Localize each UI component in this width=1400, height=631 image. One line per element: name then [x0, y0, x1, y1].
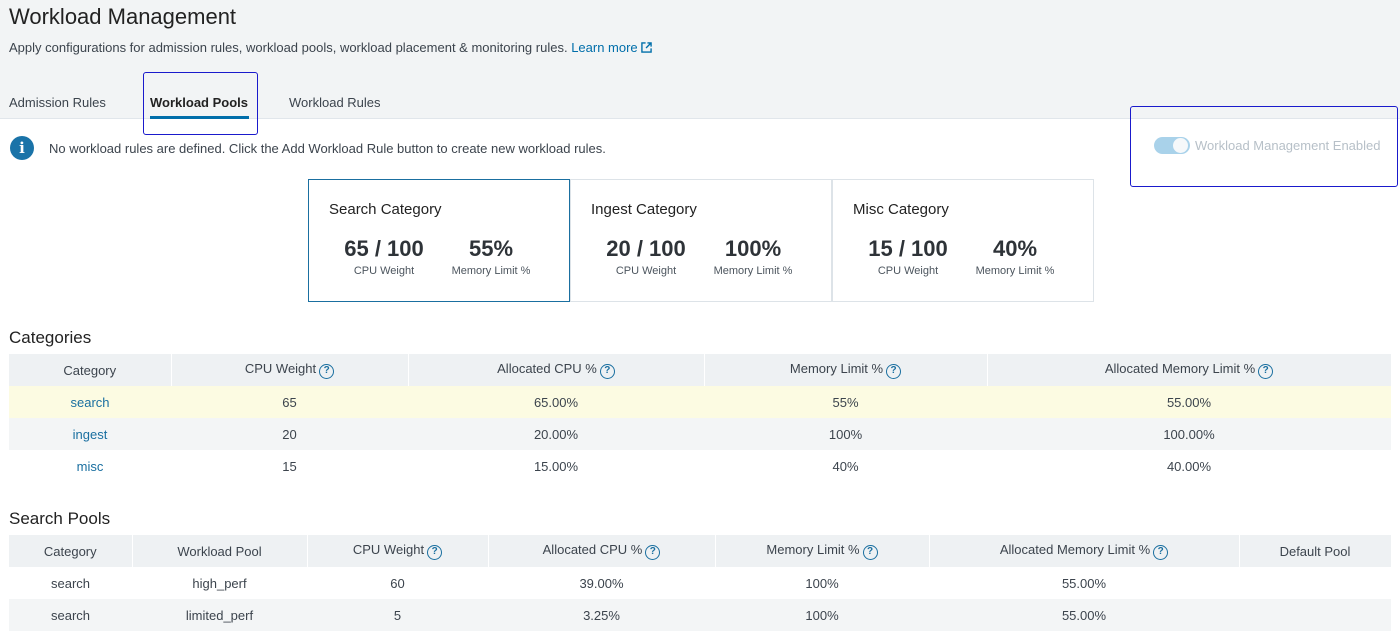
- table-cell: 3.25%: [488, 599, 715, 631]
- table-cell: 40.00%: [1166, 458, 1212, 474]
- cpu-value: 15 / 100: [868, 236, 948, 261]
- external-link-icon: [640, 42, 652, 53]
- card-search-category[interactable]: Search Category 65 / 100 CPU Weight 55% …: [308, 179, 570, 302]
- info-message: No workload rules are defined. Click the…: [49, 141, 606, 156]
- table-cell: 55.00%: [929, 599, 1239, 631]
- col-header-allocated-memory: Allocated Memory Limit %?: [987, 354, 1392, 386]
- table-cell: 5: [307, 599, 488, 631]
- table-cell: 20: [171, 418, 408, 450]
- card-mem-metric: 100% Memory Limit %: [707, 236, 799, 277]
- search-pools-title: Search Pools: [9, 509, 111, 528]
- table-cell: high_perf: [192, 575, 247, 591]
- cpu-value: 20 / 100: [606, 236, 686, 261]
- table-cell: 100%: [805, 575, 839, 591]
- table-cell: 15: [282, 458, 297, 474]
- mem-value: 55%: [468, 236, 514, 261]
- cpu-label: CPU Weight: [877, 265, 939, 277]
- tab-workload-rules[interactable]: Workload Rules: [289, 95, 381, 110]
- table-cell: 39.00%: [579, 575, 624, 591]
- table-header-row: Category Workload Pool CPU Weight? Alloc…: [9, 535, 1392, 567]
- help-icon[interactable]: ?: [645, 545, 661, 560]
- help-icon[interactable]: ?: [1258, 364, 1274, 379]
- table-cell: 100%: [704, 418, 987, 450]
- table-row: search 65 65.00% 55% 55.00%: [9, 386, 1391, 418]
- col-header-workload-pool: Workload Pool: [132, 535, 308, 567]
- mem-label: Memory Limit %: [713, 265, 793, 277]
- search-pools-table: Category Workload Pool CPU Weight? Alloc…: [9, 535, 1392, 631]
- card-ingest-category[interactable]: Ingest Category 20 / 100 CPU Weight 100%…: [570, 179, 832, 302]
- table-cell: 15.00%: [533, 458, 579, 474]
- workload-management-toggle[interactable]: [1154, 137, 1190, 154]
- col-header-memory-limit: Memory Limit %?: [715, 535, 930, 567]
- card-title: Misc Category: [853, 201, 949, 218]
- info-icon: i: [10, 136, 34, 160]
- table-cell: 55.00%: [1061, 575, 1107, 591]
- mem-label: Memory Limit %: [975, 265, 1055, 277]
- table-row: ingest 20 20.00% 100% 100.00%: [9, 418, 1391, 450]
- toggle-label: Workload Management Enabled: [1195, 138, 1381, 153]
- active-tab-indicator: [150, 116, 249, 119]
- mem-value: 40%: [992, 236, 1038, 261]
- col-header-allocated-memory: Allocated Memory Limit %?: [929, 535, 1240, 567]
- table-cell: 65: [171, 386, 408, 418]
- toggle-knob: [1173, 138, 1188, 153]
- table-cell: 40%: [832, 458, 859, 474]
- table-cell: 65.00%: [408, 386, 704, 418]
- col-header-cpu-weight: CPU Weight?: [171, 354, 409, 386]
- category-link-misc[interactable]: misc: [76, 458, 104, 474]
- category-link-ingest[interactable]: ingest: [72, 426, 108, 442]
- help-icon[interactable]: ?: [599, 364, 615, 379]
- col-header-cpu-weight: CPU Weight?: [307, 535, 489, 567]
- table-cell: limited_perf: [132, 599, 307, 631]
- help-icon[interactable]: ?: [862, 545, 878, 560]
- table-cell: 100%: [715, 599, 929, 631]
- help-icon[interactable]: ?: [319, 364, 335, 379]
- card-cpu-metric: 20 / 100 CPU Weight: [599, 236, 693, 277]
- card-title: Ingest Category: [591, 201, 697, 218]
- table-cell: search: [50, 575, 91, 591]
- table-cell: search: [9, 599, 132, 631]
- table-row: search limited_perf 5 3.25% 100% 55.00%: [9, 599, 1391, 631]
- categories-table: Category CPU Weight? Allocated CPU %? Me…: [9, 354, 1392, 482]
- tab-workload-pools[interactable]: Workload Pools: [150, 95, 248, 110]
- card-misc-category[interactable]: Misc Category 15 / 100 CPU Weight 40% Me…: [832, 179, 1094, 302]
- table-cell: 100.00%: [987, 418, 1391, 450]
- subtitle-text: Apply configurations for admission rules…: [9, 40, 568, 55]
- tab-admission-rules[interactable]: Admission Rules: [9, 95, 106, 110]
- col-header-allocated-cpu: Allocated CPU %?: [488, 535, 716, 567]
- mem-label: Memory Limit %: [451, 265, 531, 277]
- card-title: Search Category: [329, 201, 442, 218]
- help-icon[interactable]: ?: [427, 545, 443, 560]
- help-icon[interactable]: ?: [886, 364, 902, 379]
- table-cell: 55%: [704, 386, 987, 418]
- table-cell: [1239, 567, 1391, 599]
- card-mem-metric: 55% Memory Limit %: [445, 236, 537, 277]
- table-row: misc 15 15.00% 40% 40.00%: [9, 450, 1391, 482]
- card-cpu-metric: 15 / 100 CPU Weight: [861, 236, 955, 277]
- page-subtitle: Apply configurations for admission rules…: [9, 40, 652, 55]
- cpu-label: CPU Weight: [353, 265, 415, 277]
- col-header-allocated-cpu: Allocated CPU %?: [408, 354, 705, 386]
- table-cell: 60: [390, 575, 405, 591]
- table-cell: [1239, 599, 1391, 631]
- col-header-category: Category: [9, 354, 172, 386]
- cpu-label: CPU Weight: [615, 265, 677, 277]
- table-header-row: Category CPU Weight? Allocated CPU %? Me…: [9, 354, 1392, 386]
- category-link-search[interactable]: search: [70, 394, 110, 410]
- col-header-category: Category: [9, 535, 133, 567]
- table-cell: 20.00%: [408, 418, 704, 450]
- page-title: Workload Management: [9, 4, 237, 29]
- cpu-value: 65 / 100: [344, 236, 424, 261]
- learn-more-link[interactable]: Learn more: [571, 40, 652, 55]
- page-header: Workload Management Apply configurations…: [0, 0, 1400, 119]
- categories-title: Categories: [9, 328, 92, 347]
- col-header-default-pool: Default Pool: [1239, 535, 1392, 567]
- card-cpu-metric: 65 / 100 CPU Weight: [337, 236, 431, 277]
- help-icon[interactable]: ?: [1153, 545, 1169, 560]
- card-mem-metric: 40% Memory Limit %: [969, 236, 1061, 277]
- table-cell: 55.00%: [987, 386, 1391, 418]
- col-header-memory-limit: Memory Limit %?: [704, 354, 988, 386]
- table-row: search high_perf 60 39.00% 100% 55.00%: [9, 567, 1391, 599]
- mem-value: 100%: [724, 236, 782, 261]
